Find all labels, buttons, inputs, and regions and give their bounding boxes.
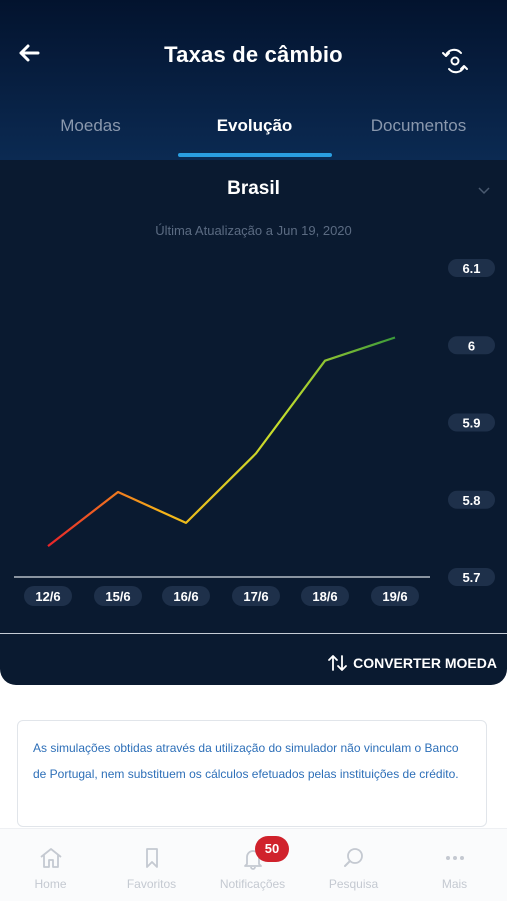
refresh-icon[interactable] <box>440 46 470 76</box>
x-tick-17-6: 17/6 <box>232 586 280 606</box>
y-tick-6: 6 <box>448 336 495 354</box>
x-tick-label: 12/6 <box>35 589 60 604</box>
x-tick-label: 17/6 <box>243 589 268 604</box>
bookmark-icon <box>139 845 165 871</box>
x-tick-19-6: 19/6 <box>371 586 419 606</box>
y-tick-label: 5.8 <box>462 493 480 508</box>
x-tick-18-6: 18/6 <box>301 586 349 606</box>
nav-favoritos-label: Favoritos <box>101 877 202 891</box>
convert-currency-button[interactable]: CONVERTER MOEDA <box>327 652 497 674</box>
y-tick-6.1: 6.1 <box>448 259 495 277</box>
nav-home[interactable]: Home <box>0 829 101 901</box>
search-icon <box>341 845 367 871</box>
y-tick-5.7: 5.7 <box>448 568 495 586</box>
disclaimer-box: As simulações obtidas através da utiliza… <box>17 720 487 827</box>
nav-home-label: Home <box>0 877 101 891</box>
tab-evolucao[interactable]: Evolução <box>170 116 339 136</box>
x-tick-label: 16/6 <box>173 589 198 604</box>
y-tick-5.8: 5.8 <box>448 491 495 509</box>
nav-pesquisa-label: Pesquisa <box>303 877 404 891</box>
x-tick-label: 18/6 <box>312 589 337 604</box>
exchange-rate-line <box>48 338 395 547</box>
x-tick-label: 15/6 <box>105 589 130 604</box>
y-tick-label: 6.1 <box>462 261 480 276</box>
last-updated: Última Atualização a Jun 19, 2020 <box>0 223 507 238</box>
disclaimer-text: As simulações obtidas através da utiliza… <box>33 741 459 781</box>
x-tick-label: 19/6 <box>382 589 407 604</box>
exchange-rate-chart: 6.1 6 5.9 5.8 5.7 12/6 15/6 16/6 17/6 18/6 19/6 <box>0 245 507 620</box>
active-tab-indicator <box>178 153 332 157</box>
y-tick-label: 5.7 <box>462 570 480 585</box>
tab-moedas[interactable]: Moedas <box>6 116 175 136</box>
chevron-down-icon[interactable] <box>477 184 491 198</box>
y-tick-label: 6 <box>468 338 475 353</box>
x-tick-12-6: 12/6 <box>24 586 72 606</box>
swap-arrows-icon <box>327 652 349 674</box>
country-name: Brasil <box>0 178 507 200</box>
nav-pesquisa[interactable]: Pesquisa <box>303 829 404 901</box>
tab-documentos[interactable]: Documentos <box>334 116 503 136</box>
y-tick-5.9: 5.9 <box>448 414 495 432</box>
header: Taxas de câmbio Moedas Evolução Document… <box>0 0 507 160</box>
nav-notificacoes[interactable]: Notificações <box>202 829 303 901</box>
notification-badge: 50 <box>255 836 289 862</box>
nav-mais-label: Mais <box>404 877 505 891</box>
x-tick-16-6: 16/6 <box>162 586 210 606</box>
bottom-nav: Home Favoritos Notificações Pesquisa Mai… <box>0 828 507 901</box>
nav-favoritos[interactable]: Favoritos <box>101 829 202 901</box>
country-selector[interactable]: Brasil <box>0 172 507 208</box>
divider <box>0 633 507 634</box>
x-tick-15-6: 15/6 <box>94 586 142 606</box>
home-icon <box>38 845 64 871</box>
tab-bar: Moedas Evolução Documentos <box>0 100 507 158</box>
nav-notificacoes-label: Notificações <box>202 877 303 891</box>
convert-currency-label: CONVERTER MOEDA <box>353 655 497 671</box>
nav-mais[interactable]: Mais <box>404 829 505 901</box>
exchange-panel: Taxas de câmbio Moedas Evolução Document… <box>0 0 507 685</box>
more-icon <box>442 845 468 871</box>
y-tick-label: 5.9 <box>462 416 480 431</box>
page-title: Taxas de câmbio <box>0 42 507 68</box>
